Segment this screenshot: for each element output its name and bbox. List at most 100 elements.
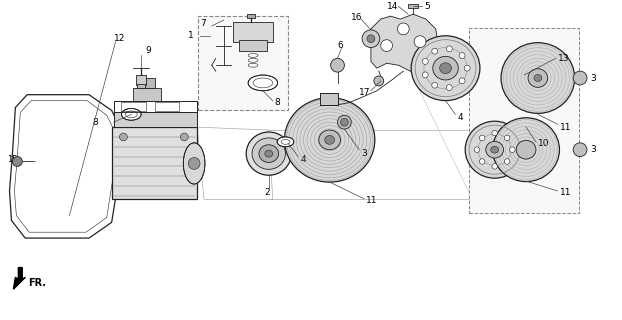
Circle shape — [422, 59, 428, 64]
Circle shape — [474, 147, 480, 152]
Text: 11: 11 — [560, 188, 572, 197]
Polygon shape — [14, 268, 26, 289]
Circle shape — [447, 46, 452, 52]
Circle shape — [492, 164, 498, 169]
Circle shape — [381, 40, 392, 52]
Circle shape — [573, 71, 587, 85]
Circle shape — [504, 159, 510, 164]
Circle shape — [338, 115, 351, 129]
Circle shape — [414, 36, 426, 48]
Text: 1: 1 — [188, 31, 194, 40]
Ellipse shape — [248, 75, 277, 91]
Text: 10: 10 — [538, 139, 549, 148]
Bar — [121, 101, 146, 111]
Text: 4: 4 — [457, 113, 463, 122]
Ellipse shape — [534, 75, 542, 82]
Circle shape — [367, 35, 375, 43]
Circle shape — [432, 48, 438, 54]
Text: 3: 3 — [361, 149, 367, 158]
Text: 3: 3 — [590, 145, 596, 154]
Ellipse shape — [259, 145, 279, 163]
Bar — [408, 4, 418, 8]
Bar — [198, 16, 289, 110]
Circle shape — [331, 58, 345, 72]
Text: 6: 6 — [338, 41, 343, 50]
Ellipse shape — [516, 140, 536, 159]
Text: 8: 8 — [275, 98, 281, 107]
Ellipse shape — [252, 138, 285, 169]
Bar — [114, 106, 197, 127]
Circle shape — [504, 135, 510, 140]
Bar — [114, 106, 197, 127]
Ellipse shape — [246, 132, 291, 175]
Ellipse shape — [493, 118, 559, 182]
Bar — [133, 88, 160, 106]
Text: 15: 15 — [7, 155, 18, 164]
Text: 17: 17 — [359, 88, 371, 97]
Bar — [114, 100, 197, 112]
Text: 11: 11 — [560, 123, 572, 132]
Circle shape — [459, 52, 465, 59]
Text: 12: 12 — [114, 34, 125, 43]
Circle shape — [573, 143, 587, 156]
Text: 8: 8 — [92, 118, 98, 127]
Polygon shape — [9, 95, 123, 238]
Bar — [137, 78, 155, 88]
Circle shape — [447, 84, 452, 91]
Text: 16: 16 — [351, 12, 363, 22]
Ellipse shape — [319, 130, 340, 150]
Ellipse shape — [491, 146, 499, 153]
Bar — [114, 100, 197, 112]
Ellipse shape — [265, 150, 272, 157]
Ellipse shape — [528, 69, 548, 87]
Bar — [320, 93, 338, 105]
Bar — [247, 14, 255, 18]
Ellipse shape — [325, 135, 335, 144]
Circle shape — [12, 156, 22, 166]
Circle shape — [188, 157, 200, 169]
Text: 2: 2 — [265, 188, 271, 197]
Text: 7: 7 — [200, 19, 206, 28]
Ellipse shape — [183, 143, 205, 184]
Circle shape — [509, 147, 515, 152]
Ellipse shape — [440, 63, 452, 74]
Circle shape — [480, 135, 485, 140]
Ellipse shape — [433, 56, 458, 80]
Circle shape — [459, 78, 465, 84]
Bar — [469, 28, 579, 212]
Ellipse shape — [501, 43, 575, 113]
Circle shape — [340, 118, 348, 126]
Text: 14: 14 — [387, 2, 398, 11]
Circle shape — [492, 130, 498, 136]
Ellipse shape — [411, 36, 480, 100]
Circle shape — [362, 30, 380, 48]
Bar — [320, 93, 338, 105]
Text: 5: 5 — [424, 2, 430, 11]
Ellipse shape — [121, 108, 141, 120]
Bar — [137, 84, 145, 88]
Circle shape — [464, 65, 470, 71]
Circle shape — [432, 82, 438, 88]
Circle shape — [480, 159, 485, 164]
Text: 11: 11 — [366, 196, 378, 205]
Circle shape — [374, 76, 384, 86]
Ellipse shape — [486, 141, 503, 158]
Ellipse shape — [465, 121, 524, 178]
Circle shape — [180, 133, 188, 141]
Ellipse shape — [284, 98, 375, 182]
Ellipse shape — [277, 137, 294, 147]
Bar — [233, 22, 272, 42]
Circle shape — [422, 72, 428, 78]
Text: 3: 3 — [590, 74, 596, 83]
Polygon shape — [111, 127, 197, 199]
Circle shape — [397, 23, 409, 35]
Text: FR.: FR. — [28, 278, 46, 288]
Circle shape — [119, 133, 128, 141]
Text: 13: 13 — [557, 54, 569, 63]
Bar — [155, 101, 179, 111]
Polygon shape — [371, 14, 438, 75]
Text: 4: 4 — [300, 155, 306, 164]
Bar — [136, 75, 146, 85]
Bar — [239, 40, 267, 52]
Text: 9: 9 — [145, 46, 151, 55]
